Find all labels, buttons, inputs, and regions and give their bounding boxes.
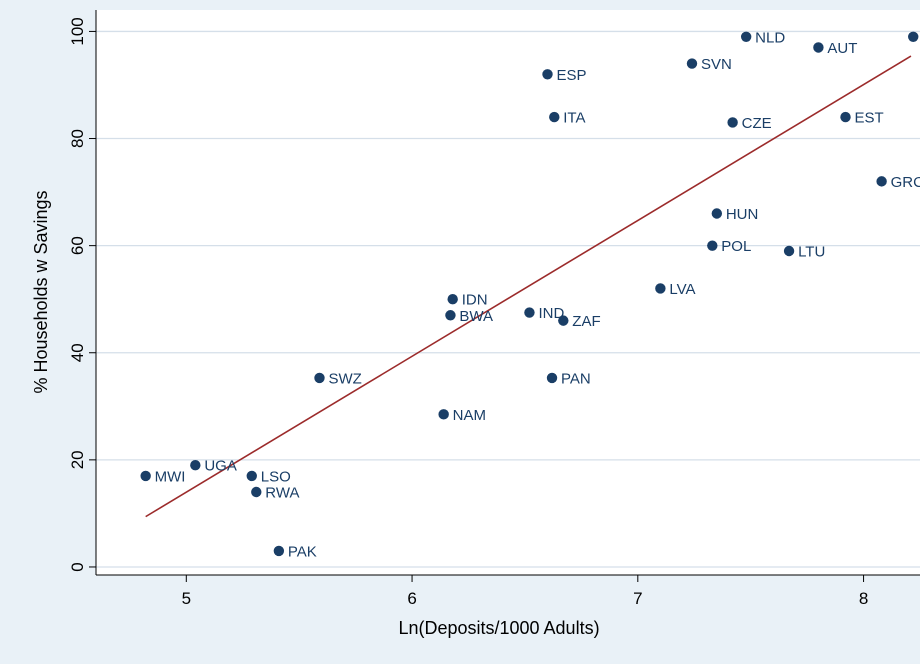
x-tick-label: 6 <box>407 589 416 608</box>
x-axis-label: Ln(Deposits/1000 Adults) <box>398 618 599 638</box>
point-label: POL <box>721 238 751 255</box>
point-label: NLD <box>755 29 785 46</box>
data-point <box>655 283 666 294</box>
data-point <box>549 111 560 123</box>
plot-area <box>96 10 920 575</box>
point-label: LVA <box>669 281 695 298</box>
data-point <box>251 486 262 498</box>
y-tick-label: 0 <box>68 562 87 571</box>
data-point <box>813 42 824 53</box>
data-point <box>727 117 738 128</box>
point-label: PAK <box>288 543 317 560</box>
point-label: EST <box>855 110 884 127</box>
y-tick-label: 80 <box>68 129 87 148</box>
data-point <box>190 460 201 471</box>
data-point <box>273 545 285 557</box>
data-point <box>546 372 558 384</box>
point-label: HUN <box>726 206 759 223</box>
point-label: SVN <box>701 56 732 73</box>
y-tick-label: 100 <box>68 17 87 45</box>
data-points: BELNLDAUTSVNESPITAESTCZEGRCHUNPOLLTULVAI… <box>140 29 920 560</box>
data-point <box>524 307 535 318</box>
fit-line <box>145 55 912 518</box>
data-point <box>783 245 795 257</box>
data-point <box>686 58 698 69</box>
point-label: ZAF <box>572 313 600 330</box>
point-label: BWA <box>459 308 493 325</box>
x-tick-label: 8 <box>859 589 868 608</box>
point-label: CZE <box>742 115 772 132</box>
data-point <box>740 31 752 42</box>
data-point <box>438 409 449 420</box>
point-label: LSO <box>261 468 291 485</box>
point-label: AUT <box>827 40 857 57</box>
axes: 0 20 40 60 80 100 5 6 7 8 <box>68 10 920 608</box>
fit-line-group <box>145 55 912 518</box>
point-label: GRC <box>891 174 920 191</box>
data-point <box>445 310 456 321</box>
data-point <box>447 293 458 305</box>
y-axis-label: % Households w Savings <box>31 190 51 393</box>
data-point <box>558 315 569 326</box>
point-label: SWZ <box>328 370 361 387</box>
data-point <box>711 208 723 219</box>
point-label: NAM <box>453 407 486 424</box>
point-label: UGA <box>204 458 237 475</box>
data-point <box>314 372 325 384</box>
y-tick-label: 20 <box>68 450 87 469</box>
point-label: PAN <box>561 370 591 387</box>
point-label: MWI <box>155 468 186 485</box>
data-point <box>140 470 151 482</box>
point-label: ESP <box>557 67 587 84</box>
x-tick-label: 5 <box>182 589 191 608</box>
data-point <box>876 176 887 187</box>
data-point <box>908 31 919 42</box>
point-label: LTU <box>798 243 825 260</box>
point-label: RWA <box>265 484 299 501</box>
y-tick-label: 40 <box>68 343 87 362</box>
data-point <box>246 470 257 482</box>
x-tick-label: 7 <box>633 589 642 608</box>
gridlines <box>96 30 920 568</box>
point-label: IDN <box>462 292 488 309</box>
point-label: ITA <box>563 110 585 127</box>
y-tick-label: 60 <box>68 236 87 255</box>
data-point <box>542 69 553 80</box>
point-label: IND <box>538 305 564 322</box>
data-point <box>707 240 718 251</box>
data-point <box>840 111 851 123</box>
